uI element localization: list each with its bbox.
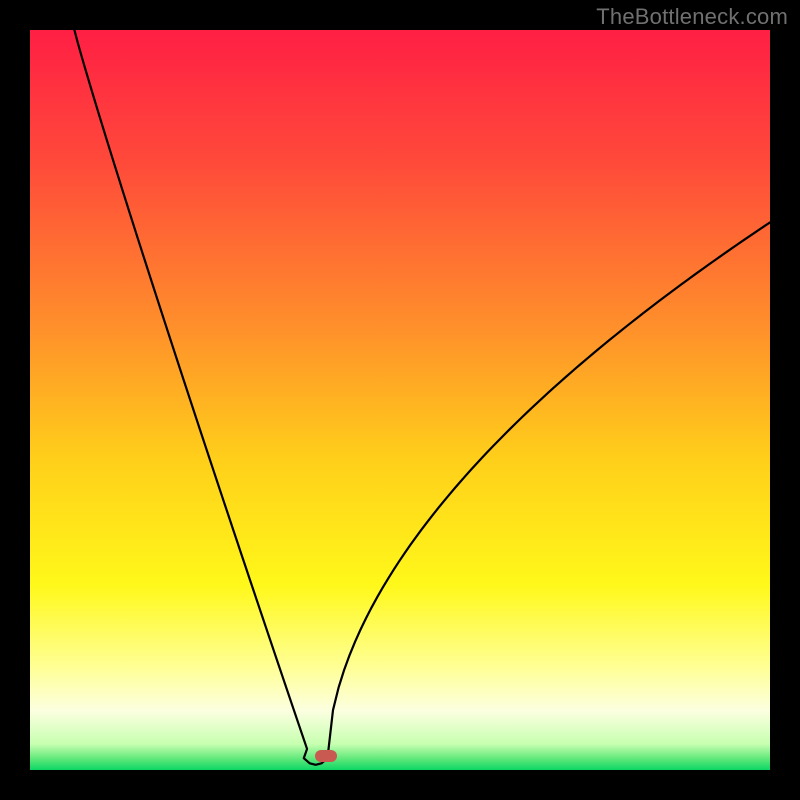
optimum-marker [315,750,337,762]
watermark-text: TheBottleneck.com [596,4,788,30]
chart-container: TheBottleneck.com [0,0,800,800]
bottleneck-chart [0,0,800,800]
chart-plot-background [30,30,770,770]
